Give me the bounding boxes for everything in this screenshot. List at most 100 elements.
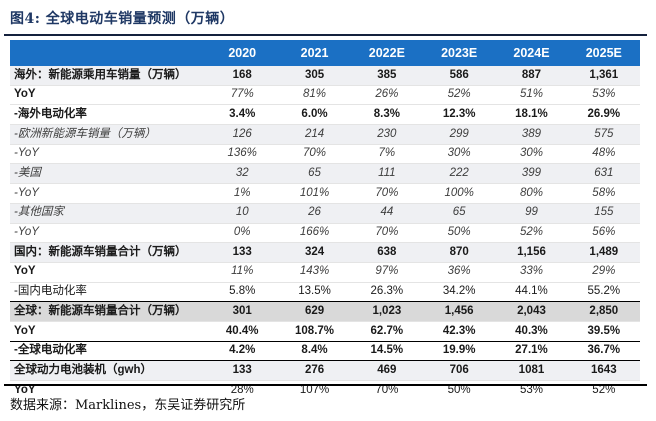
header-cell-year: 2023E <box>423 40 496 66</box>
value-cell: 44.1% <box>495 281 568 302</box>
table-body: 海外：新能源乘用车销量（万辆） 168 305 385 586 887 1,361 YoY 77… <box>10 66 640 400</box>
value-cell: 1,456 <box>423 301 496 322</box>
value-cell: 111 <box>350 163 423 184</box>
value-cell: 305 <box>278 66 351 86</box>
value-cell: 7% <box>350 143 423 164</box>
value-cell: 81% <box>278 84 351 105</box>
value-cell: 4.2% <box>206 340 279 361</box>
value-cell: 631 <box>567 163 640 184</box>
value-cell: 1% <box>206 183 279 204</box>
table-row: YoY 11% 143% 97% 36% 33% 29% <box>10 261 640 283</box>
value-cell: 870 <box>423 242 496 263</box>
value-cell: 26.9% <box>567 104 640 125</box>
value-cell: 70% <box>350 183 423 204</box>
value-cell: 575 <box>567 124 640 145</box>
value-cell: 706 <box>423 360 496 381</box>
title-divider <box>4 34 647 36</box>
value-cell: 51% <box>495 84 568 105</box>
value-cell: 10 <box>206 202 279 223</box>
header-cell-year: 2025E <box>567 40 640 66</box>
row-label: -全球电动化率 <box>10 340 207 361</box>
table-row: 海外：新能源乘用车销量（万辆） 168 305 385 586 887 1,361 <box>10 66 640 86</box>
value-cell: 26 <box>278 202 351 223</box>
value-cell: 30% <box>423 143 496 164</box>
value-cell: 101% <box>278 183 351 204</box>
table-row: YoY 77% 81% 26% 52% 51% 53% <box>10 84 640 105</box>
value-cell: 55.2% <box>567 281 640 302</box>
value-cell: 50% <box>423 222 496 243</box>
value-cell: 48% <box>567 143 640 164</box>
value-cell: 44 <box>350 202 423 223</box>
value-cell: 276 <box>278 360 351 381</box>
value-cell: 52% <box>423 84 496 105</box>
row-label: YoY <box>10 261 207 283</box>
value-cell: 65 <box>423 202 496 223</box>
header-cell-label <box>10 40 207 66</box>
value-cell: 32 <box>206 163 279 184</box>
value-cell: 80% <box>495 183 568 204</box>
value-cell: 40.4% <box>206 320 279 342</box>
value-cell: 301 <box>206 301 279 322</box>
value-cell: 108.7% <box>278 320 351 342</box>
table-row: -全球电动化率 4.2% 8.4% 14.5% 19.9% 27.1% 36.7% <box>10 340 640 361</box>
row-label: 海外：新能源乘用车销量（万辆） <box>10 66 207 86</box>
value-cell: 133 <box>206 360 279 381</box>
row-label: -其他国家 <box>10 202 207 223</box>
value-cell: 52% <box>495 222 568 243</box>
row-label: -美国 <box>10 163 207 184</box>
value-cell: 133 <box>206 242 279 263</box>
row-label: -YoY <box>10 183 207 204</box>
value-cell: 12.3% <box>423 104 496 125</box>
table-row: -YoY 136% 70% 7% 30% 30% 48% <box>10 143 640 164</box>
value-cell: 14.5% <box>350 340 423 361</box>
value-cell: 155 <box>567 202 640 223</box>
value-cell: 58% <box>567 183 640 204</box>
value-cell: 2,043 <box>495 301 568 322</box>
value-cell: 2,850 <box>567 301 640 322</box>
value-cell: 0% <box>206 222 279 243</box>
value-cell: 1,361 <box>567 66 640 86</box>
value-cell: 222 <box>423 163 496 184</box>
table-row: -国内电动化率 5.8% 13.5% 26.3% 34.2% 44.1% 55.2% <box>10 281 640 302</box>
value-cell: 8.3% <box>350 104 423 125</box>
header-cell-year: 2024E <box>495 40 568 66</box>
value-cell: 18.1% <box>495 104 568 125</box>
value-cell: 8.4% <box>278 340 351 361</box>
value-cell: 214 <box>278 124 351 145</box>
value-cell: 136% <box>206 143 279 164</box>
value-cell: 1,023 <box>350 301 423 322</box>
value-cell: 53% <box>567 84 640 105</box>
value-cell: 33% <box>495 261 568 283</box>
value-cell: 324 <box>278 242 351 263</box>
value-cell: 1081 <box>495 360 568 381</box>
value-cell: 39.5% <box>567 320 640 342</box>
table-row: 国内：新能源车销量合计（万辆） 133 324 638 870 1,156 1,489 <box>10 242 640 263</box>
figure-title: 图4: 全球电动车销量预测（万辆） <box>10 11 235 27</box>
value-cell: 19.9% <box>423 340 496 361</box>
data-source-note: 数据来源：Marklines，东吴证券研究所 <box>10 398 246 413</box>
value-cell: 29% <box>567 261 640 283</box>
value-cell: 70% <box>278 143 351 164</box>
value-cell: 6.0% <box>278 104 351 125</box>
table-row: -YoY 0% 166% 70% 50% 52% 56% <box>10 222 640 243</box>
table-row: YoY 40.4% 108.7% 62.7% 42.3% 40.3% 39.5% <box>10 320 640 342</box>
header-cell-year: 2022E <box>350 40 423 66</box>
value-cell: 30% <box>495 143 568 164</box>
value-cell: 1643 <box>567 360 640 381</box>
table-row: -美国 32 65 111 222 399 631 <box>10 163 640 184</box>
row-label: -YoY <box>10 143 207 164</box>
value-cell: 1,489 <box>567 242 640 263</box>
value-cell: 34.2% <box>423 281 496 302</box>
row-label: YoY <box>10 320 207 342</box>
value-cell: 299 <box>423 124 496 145</box>
value-cell: 399 <box>495 163 568 184</box>
row-label: -欧洲新能源车销量（万辆） <box>10 124 207 145</box>
value-cell: 36.7% <box>567 340 640 361</box>
value-cell: 26% <box>350 84 423 105</box>
value-cell: 168 <box>206 66 279 86</box>
value-cell: 70% <box>350 222 423 243</box>
value-cell: 56% <box>567 222 640 243</box>
value-cell: 5.8% <box>206 281 279 302</box>
value-cell: 99 <box>495 202 568 223</box>
forecast-table: 2020 2021 2022E 2023E 2024E 2025E 海外：新能源乘用车销量… <box>10 40 640 400</box>
